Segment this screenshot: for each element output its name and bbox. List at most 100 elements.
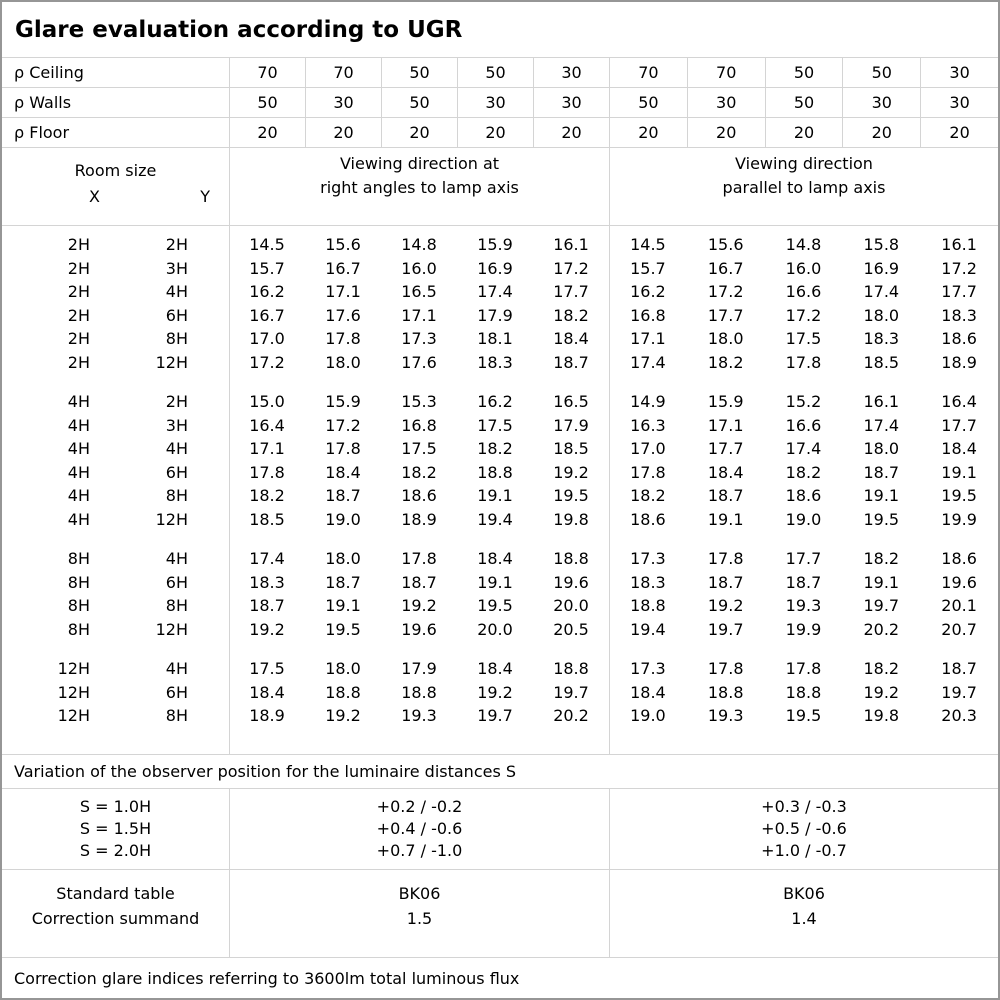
ugr-value: 16.3 <box>630 415 666 435</box>
ugr-value: 19.6 <box>401 619 437 639</box>
ugr-value: 18.7 <box>325 486 361 506</box>
ugr-value: 18.2 <box>553 305 589 325</box>
ugr-table-row: 4H 3H 16.4 17.2 16.8 17.5 17.9 16.3 17.1 16.6 17.4… <box>2 414 998 438</box>
ugr-value: 16.5 <box>553 392 589 412</box>
ugr-value: 19.5 <box>553 486 589 506</box>
ugr-value: 18.2 <box>863 659 900 679</box>
room-size-x: 8H <box>67 596 90 616</box>
ugr-value: 18.3 <box>630 572 666 592</box>
ugr-values-parallel: 17.8 18.4 18.2 18.7 19.1 <box>609 463 998 482</box>
ugr-value: 17.1 <box>707 415 744 435</box>
title-row: Glare evaluation according to UGR <box>2 2 998 58</box>
ugr-value: 19.9 <box>941 509 977 529</box>
ugr-values-right-angles: 16.7 17.6 17.1 17.9 18.2 <box>229 306 609 325</box>
ugr-value: 18.8 <box>477 462 513 482</box>
reflectance-values-ceiling: 70 70 50 50 30 70 70 50 50 30 <box>229 58 998 87</box>
ugr-value: 15.7 <box>249 258 285 278</box>
ugr-value: 18.7 <box>401 572 437 592</box>
ugr-value: 19.2 <box>553 462 589 482</box>
reflectance-value: 30 <box>457 88 533 117</box>
right-angles-heading-line1: Viewing direction at <box>339 154 500 173</box>
ugr-values-parallel: 18.4 18.8 18.8 19.2 19.7 <box>609 683 998 702</box>
ugr-values-parallel: 19.4 19.7 19.9 20.2 20.7 <box>609 620 998 639</box>
ugr-value: 16.8 <box>401 415 437 435</box>
reflectance-value: 30 <box>842 88 920 117</box>
ugr-values-right-angles: 18.9 19.2 19.3 19.7 20.2 <box>229 706 609 725</box>
ugr-value: 17.8 <box>401 549 437 569</box>
ugr-value: 16.1 <box>863 392 900 412</box>
ugr-values-right-angles: 19.2 19.5 19.6 20.0 20.5 <box>229 620 609 639</box>
ugr-value: 14.9 <box>630 392 666 412</box>
reflectance-row-floor: ρ Floor 20 20 20 20 20 20 20 20 20 20 <box>2 118 998 148</box>
ugr-value: 18.2 <box>630 486 666 506</box>
ugr-table-row: 2H 2H 14.5 15.6 14.8 15.9 16.1 14.5 15.6 14.8 15.8… <box>2 233 998 257</box>
ugr-value: 20.5 <box>553 619 589 639</box>
ugr-value: 18.9 <box>941 352 977 372</box>
ugr-value: 19.7 <box>553 682 589 702</box>
ugr-values-right-angles: 18.3 18.7 18.7 19.1 19.6 <box>229 573 609 592</box>
reflectance-label-walls: ρ Walls <box>14 93 72 112</box>
ugr-value: 18.8 <box>630 596 666 616</box>
page-title: Glare evaluation according to UGR <box>15 16 463 43</box>
s-corrections-right-angles: +0.2 / -0.2 +0.4 / -0.6 +0.7 / -1.0 <box>229 789 609 869</box>
ugr-value: 15.0 <box>249 392 285 412</box>
room-size-y: 6H <box>165 572 188 592</box>
ugr-value: 16.1 <box>941 235 977 255</box>
ugr-value: 18.5 <box>249 509 285 529</box>
ugr-values-parallel: 16.3 17.1 16.6 17.4 17.7 <box>609 416 998 435</box>
ugr-value: 17.1 <box>249 439 285 459</box>
ugr-value: 17.1 <box>325 282 361 302</box>
ugr-value: 17.4 <box>785 439 822 459</box>
ugr-table-row: 4H 4H 17.1 17.8 17.5 18.2 18.5 17.0 17.7 17.4 18.0… <box>2 437 998 461</box>
ugr-value: 19.5 <box>863 509 900 529</box>
ugr-value: 17.8 <box>630 462 666 482</box>
reflectance-value: 50 <box>609 88 687 117</box>
x-column-label: X <box>89 187 100 206</box>
ugr-values-right-angles: 17.1 17.8 17.5 18.2 18.5 <box>229 439 609 458</box>
ugr-value: 16.9 <box>863 258 900 278</box>
ugr-value: 16.2 <box>249 282 285 302</box>
ugr-values-parallel: 18.6 19.1 19.0 19.5 19.9 <box>609 510 998 529</box>
ugr-value: 18.9 <box>249 706 285 726</box>
reflectance-value: 20 <box>533 118 609 147</box>
ugr-value: 18.3 <box>477 352 513 372</box>
reflectance-value: 50 <box>381 58 457 87</box>
ugr-value: 19.5 <box>477 596 513 616</box>
ugr-value: 17.8 <box>707 659 744 679</box>
ugr-table-row: 8H 8H 18.7 19.1 19.2 19.5 20.0 18.8 19.2 19.3 19.7… <box>2 594 998 618</box>
ugr-table-row: 2H 12H 17.2 18.0 17.6 18.3 18.7 17.4 18.2 17.8 18.… <box>2 351 998 375</box>
ugr-value: 17.0 <box>630 439 666 459</box>
ugr-table-row: 8H 6H 18.3 18.7 18.7 19.1 19.6 18.3 18.7 18.7 19.1… <box>2 571 998 595</box>
ugr-value: 15.6 <box>325 235 361 255</box>
s-corrections-parallel: +0.3 / -0.3 +0.5 / -0.6 +1.0 / -0.7 <box>609 789 998 869</box>
reflectance-value: 30 <box>533 58 609 87</box>
ugr-value: 19.4 <box>630 619 666 639</box>
ugr-values-parallel: 16.8 17.7 17.2 18.0 18.3 <box>609 306 998 325</box>
ugr-value: 17.8 <box>325 439 361 459</box>
ugr-value: 17.4 <box>249 549 285 569</box>
ugr-value: 18.2 <box>707 352 744 372</box>
reflectance-value: 20 <box>764 118 843 147</box>
ugr-value: 17.2 <box>325 415 361 435</box>
ugr-values-right-angles: 16.4 17.2 16.8 17.5 17.9 <box>229 416 609 435</box>
room-size-y: 12H <box>155 509 188 529</box>
footer-note-row: Correction glare indices referring to 36… <box>2 958 998 998</box>
room-size-y: 4H <box>165 439 188 459</box>
ugr-value: 18.7 <box>325 572 361 592</box>
reflectance-value: 50 <box>764 88 843 117</box>
ugr-value: 15.7 <box>630 258 666 278</box>
ugr-value: 16.7 <box>249 305 285 325</box>
ugr-value: 18.4 <box>941 439 977 459</box>
reflectance-value: 30 <box>686 88 765 117</box>
ugr-value: 18.8 <box>553 659 589 679</box>
ugr-value: 15.9 <box>325 392 361 412</box>
ugr-value: 18.4 <box>630 682 666 702</box>
ugr-value: 19.7 <box>707 619 744 639</box>
reflectance-value: 30 <box>920 58 998 87</box>
reflectance-value: 30 <box>920 88 998 117</box>
ugr-value: 17.7 <box>785 549 822 569</box>
y-column-label: Y <box>200 187 210 206</box>
ugr-value: 18.6 <box>785 486 822 506</box>
ugr-value: 19.5 <box>941 486 977 506</box>
